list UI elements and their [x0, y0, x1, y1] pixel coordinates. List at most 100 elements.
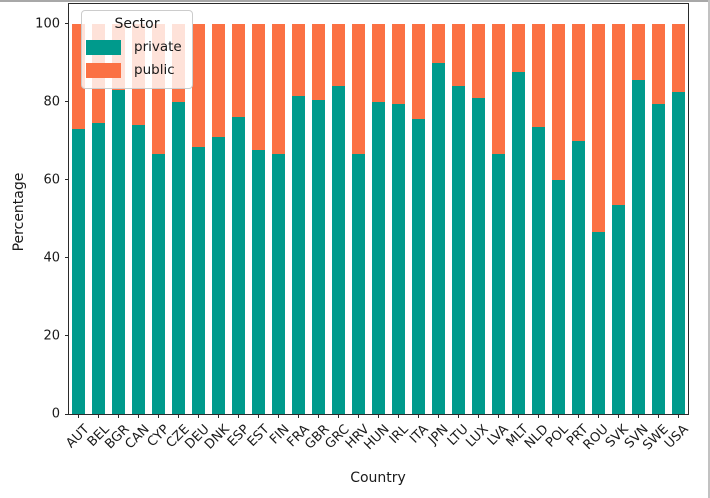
bar-segment-private [292, 95, 306, 414]
bar-segment-private [471, 97, 485, 414]
x-tick-mark [238, 414, 240, 418]
bar-segment-private [352, 154, 366, 414]
legend-title: Sector [114, 16, 160, 32]
bar-segment-private [451, 85, 465, 414]
x-tick-mark [338, 414, 340, 418]
x-tick-mark [457, 414, 459, 418]
x-tick-mark [417, 414, 419, 418]
y-tick-label: 100 [35, 16, 60, 31]
bar-segment-public [571, 23, 585, 141]
bar-grc [332, 23, 346, 414]
bar-ltu [451, 23, 465, 414]
x-tick-mark [258, 414, 260, 418]
bar-segment-private [511, 72, 525, 414]
bar-segment-public [651, 23, 665, 104]
bar-dnk [212, 23, 226, 414]
bar-rou [591, 23, 605, 414]
y-axis-title: Percentage [11, 172, 27, 252]
x-tick-mark [537, 414, 539, 418]
bar-lva [491, 23, 505, 414]
bar-segment-private [411, 119, 425, 414]
bar-segment-public [332, 23, 346, 86]
bar-esp [232, 23, 246, 414]
x-tick-mark [358, 414, 360, 418]
bar-segment-private [112, 89, 126, 414]
bar-segment-private [192, 146, 206, 414]
legend: Sector private public [81, 10, 193, 89]
x-tick-mark [138, 414, 140, 418]
bar-segment-private [591, 232, 605, 414]
x-tick-mark [218, 414, 220, 418]
x-tick-mark [278, 414, 280, 418]
y-tick-label: 20 [43, 328, 60, 344]
x-tick-mark [497, 414, 499, 418]
x-tick-mark [318, 414, 320, 418]
legend-entry-private: private [82, 36, 192, 59]
bar-segment-private [252, 150, 266, 414]
y-tick-label: 0 [51, 406, 60, 422]
screenshot-right-edge [708, 0, 710, 498]
x-axis-title: Country [350, 470, 406, 486]
x-tick-mark [378, 414, 379, 418]
bar-segment-private [391, 103, 405, 414]
y-tick-label: 80 [43, 94, 60, 110]
bar-nld [531, 23, 545, 414]
x-tick-mark [617, 414, 619, 418]
bar-segment-public [391, 23, 405, 104]
bar-deu [192, 23, 206, 414]
bar-segment-public [471, 23, 485, 98]
bar-hrv [352, 23, 366, 414]
bar-fra [292, 23, 306, 414]
x-tick-mark [677, 414, 679, 418]
x-tick-mark [637, 414, 639, 418]
bar-svn [631, 23, 645, 414]
legend-entry-public: public [82, 59, 192, 82]
bar-segment-public [631, 23, 645, 81]
y-tick-mark [65, 179, 69, 181]
bar-segment-public [372, 23, 385, 102]
bar-segment-public [292, 23, 306, 96]
y-tick-mark [65, 23, 69, 24]
bar-segment-private [551, 179, 565, 414]
bar-segment-public [312, 23, 326, 100]
legend-entry-label: private [134, 39, 182, 55]
bar-segment-private [491, 154, 505, 414]
y-tick-mark [65, 101, 69, 103]
x-tick-mark [597, 414, 599, 418]
bar-segment-private [232, 117, 246, 414]
bar-segment-private [631, 80, 645, 414]
x-tick-mark [557, 414, 559, 418]
legend-entries: private public [82, 36, 192, 82]
y-tick-label: 40 [43, 250, 60, 266]
bar-segment-private [372, 101, 385, 414]
bar-segment-private [212, 136, 226, 414]
x-tick-mark [298, 414, 300, 418]
bar-est [252, 23, 266, 414]
bar-segment-public [431, 23, 445, 63]
bar-segment-private [172, 101, 186, 414]
bar-segment-private [152, 154, 166, 414]
y-tick-mark [65, 257, 69, 259]
x-tick-mark [118, 414, 120, 418]
bar-irl [391, 23, 405, 414]
bar-segment-private [571, 140, 585, 414]
bar-segment-public [551, 23, 565, 180]
x-tick-mark [577, 414, 579, 418]
bar-segment-public [511, 23, 525, 73]
y-tick-label: 60 [43, 172, 60, 188]
bar-segment-public [591, 23, 605, 233]
x-tick-mark [657, 414, 659, 418]
x-tick-mark [98, 414, 100, 418]
bar-gbr [312, 23, 326, 414]
bar-segment-private [671, 91, 685, 414]
bar-segment-public [451, 23, 465, 86]
bar-fin [272, 23, 286, 414]
bar-segment-public [192, 23, 206, 147]
bar-segment-private [312, 99, 326, 414]
bar-svk [611, 23, 625, 414]
bar-segment-private [332, 85, 346, 414]
bar-segment-public [531, 23, 545, 127]
x-tick-mark [437, 414, 439, 418]
legend-entry-label: public [134, 62, 175, 78]
